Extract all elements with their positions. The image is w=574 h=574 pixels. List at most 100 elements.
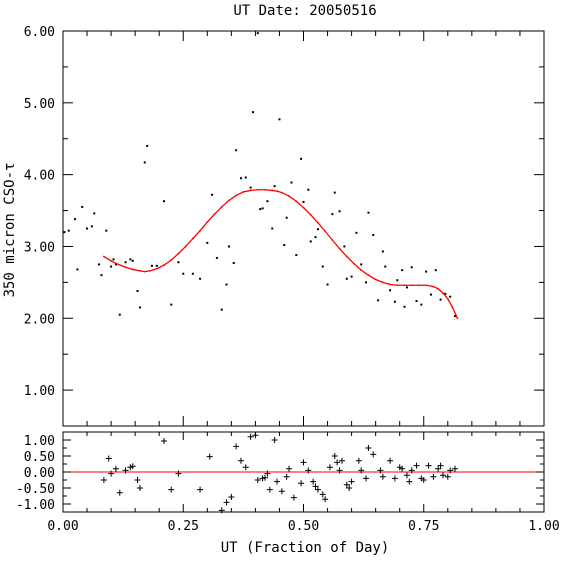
residual-marker <box>237 457 244 464</box>
residual-marker <box>403 472 410 479</box>
residual-marker <box>105 455 112 462</box>
residual-markers <box>100 432 459 514</box>
fit-point <box>249 189 252 192</box>
tau-point <box>300 157 303 160</box>
tau-point <box>434 269 437 272</box>
tau-point <box>131 259 134 262</box>
fit-point <box>264 188 266 191</box>
tau-point <box>454 315 457 318</box>
tau-point <box>415 300 418 303</box>
residual-marker <box>134 477 141 483</box>
residual-marker <box>312 483 319 490</box>
residual-marker <box>175 470 182 477</box>
fit-point <box>155 267 158 270</box>
tau-point <box>389 289 392 292</box>
tau-point <box>273 185 276 188</box>
fit-point <box>396 284 399 287</box>
y-tick-label: 6.00 <box>24 25 55 40</box>
residual-marker <box>358 467 365 474</box>
tau-point <box>285 216 288 219</box>
residual-marker <box>447 467 454 474</box>
residual-marker <box>336 467 343 474</box>
tau-point <box>338 210 341 213</box>
fit-point <box>139 269 141 272</box>
residual-y-tick-labels: -1.00-0.500.000.501.00 <box>16 434 55 513</box>
tau-point <box>163 200 166 203</box>
tau-point <box>372 233 375 236</box>
residual-marker <box>430 473 437 480</box>
fit-point <box>276 190 278 193</box>
x-tick-label: 1.00 <box>528 519 559 534</box>
fit-point <box>437 287 440 290</box>
tau-point <box>170 303 173 306</box>
tau-y-tick-labels: 1.00 2.00 3.00 4.00 5.00 6.00 <box>24 25 55 399</box>
residual-marker <box>439 472 446 479</box>
residual-marker <box>391 475 398 482</box>
fit-point <box>295 200 298 203</box>
tau-point <box>124 261 127 264</box>
tau-point <box>227 245 230 248</box>
tau-point <box>321 265 324 268</box>
tau-point <box>112 258 115 261</box>
fit-point <box>374 278 377 281</box>
chart-title: UT Date: 20050516 <box>233 3 376 19</box>
y-tick-label: -0.50 <box>16 482 55 497</box>
y-tick-label: 1.00 <box>24 384 55 399</box>
fit-point <box>199 229 201 232</box>
tau-point <box>266 200 269 203</box>
tau-point <box>63 231 66 234</box>
y-axis-label: 350 micron CSO-τ <box>2 163 18 298</box>
y-tick-label: 0.00 <box>24 466 55 481</box>
tau-point <box>355 231 358 234</box>
residual-marker <box>300 459 307 466</box>
tau-point <box>98 263 101 266</box>
residual-marker <box>425 462 432 469</box>
x-tick-labels: 0.00 0.25 0.50 0.75 1.00 <box>47 519 559 534</box>
fit-point <box>432 285 435 288</box>
residual-marker <box>370 451 377 458</box>
tau-point <box>314 236 317 239</box>
residual-marker <box>420 477 427 483</box>
fit-point <box>451 306 454 309</box>
tau-point <box>114 263 117 266</box>
residual-marker <box>112 465 119 472</box>
tau-point <box>74 218 77 221</box>
residual-marker <box>218 507 225 514</box>
fit-point <box>170 259 173 261</box>
tau-plot-frame <box>62 30 545 427</box>
y-tick-label: 4.00 <box>24 169 55 184</box>
fit-point <box>242 190 245 193</box>
tau-point <box>410 266 413 269</box>
residual-marker <box>252 432 259 439</box>
tau-point <box>251 111 254 114</box>
tau-point <box>360 263 363 266</box>
fit-point <box>148 269 151 272</box>
tau-point <box>155 264 158 267</box>
residual-marker <box>129 463 136 470</box>
residual-marker <box>310 478 317 485</box>
tau-point <box>326 283 329 286</box>
residual-marker <box>283 473 290 480</box>
tau-point <box>401 269 404 272</box>
residual-marker <box>262 474 269 481</box>
residual-marker <box>435 465 442 472</box>
residual-tick-marks <box>62 431 545 513</box>
tau-tick-marks <box>62 30 545 427</box>
y-tick-label: 5.00 <box>24 97 55 112</box>
fit-point <box>213 213 216 216</box>
tau-point <box>278 118 281 121</box>
residual-marker <box>399 465 406 472</box>
fit-point <box>256 188 259 191</box>
fit-point <box>381 281 384 284</box>
tau-point <box>110 265 113 268</box>
residual-marker <box>100 477 107 483</box>
tau-point <box>182 272 185 275</box>
tau-point <box>384 265 387 268</box>
tau-polynomial-fit <box>102 188 459 320</box>
tau-point <box>136 289 139 292</box>
fit-point <box>124 266 127 269</box>
tau-point <box>420 303 423 306</box>
tau-point <box>393 300 396 303</box>
tau-point <box>225 283 228 286</box>
tau-point <box>403 305 406 308</box>
